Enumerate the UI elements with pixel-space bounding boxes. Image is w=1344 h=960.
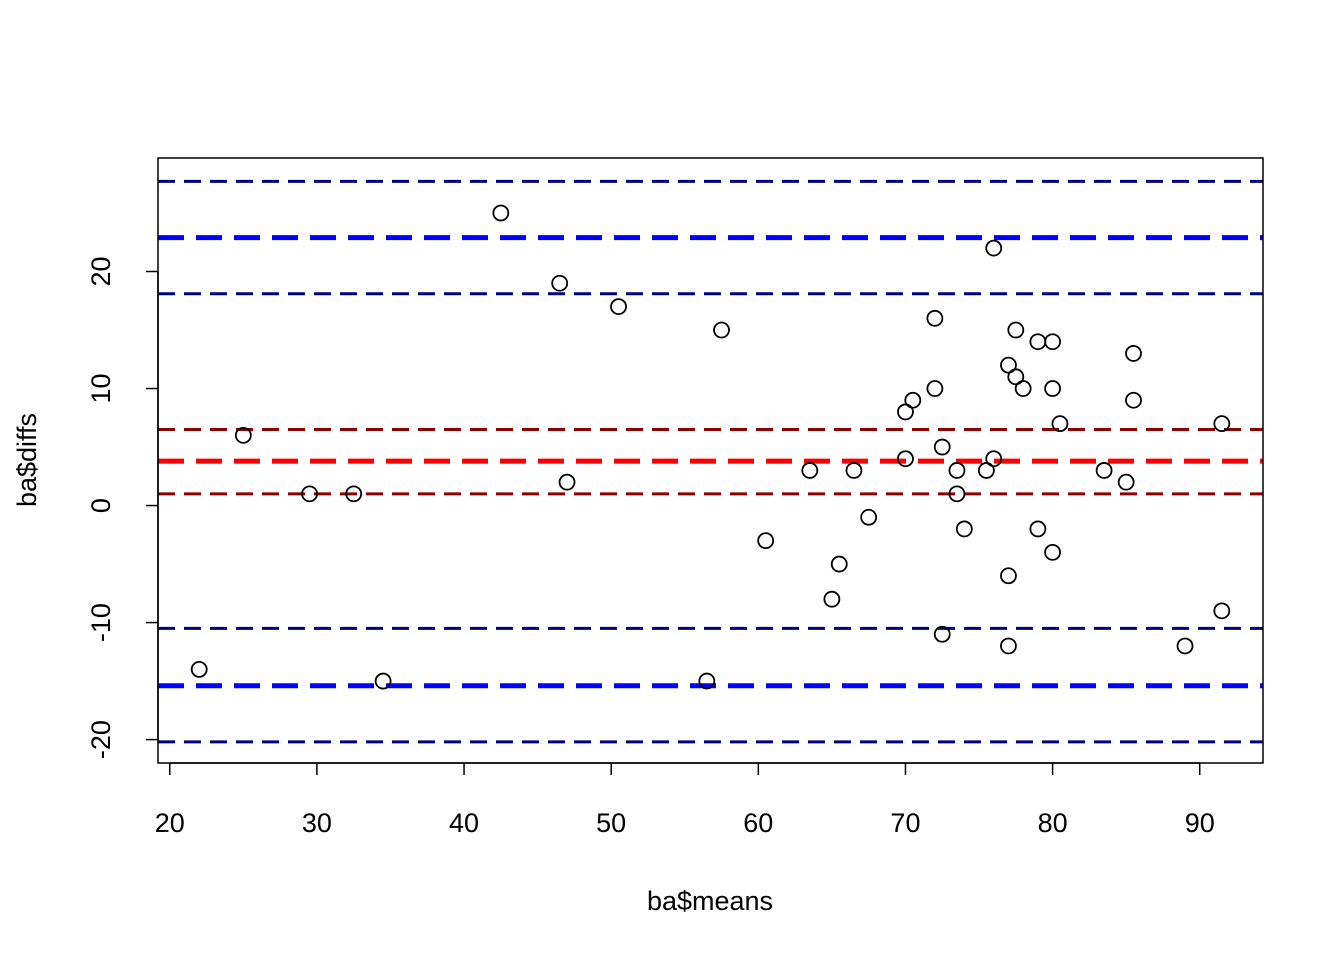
y-tick-label: 0 [86, 498, 116, 513]
data-point [1095, 462, 1113, 479]
data-point [904, 391, 922, 409]
data-point [948, 485, 966, 503]
data-point [757, 532, 775, 550]
x-axis-label: ba$means [647, 886, 773, 916]
data-point [1117, 473, 1135, 491]
y-axis-label: ba$diffs [12, 413, 42, 507]
data-point [845, 462, 863, 479]
data-point [948, 462, 966, 479]
data-point [1007, 321, 1025, 339]
x-tick-label: 60 [743, 808, 773, 838]
data-point [933, 625, 951, 643]
y-tick-label: 20 [86, 256, 116, 286]
data-point [955, 520, 973, 538]
data-point [933, 438, 951, 456]
data-point [1044, 333, 1061, 351]
y-tick-label: -10 [86, 603, 116, 642]
data-point [1007, 368, 1025, 386]
data-point [1000, 637, 1017, 655]
x-tick-label: 90 [1185, 808, 1215, 838]
data-point [301, 485, 318, 503]
y-axis: -20 -10 0 10 20 [86, 256, 159, 759]
x-tick-label: 70 [890, 808, 920, 838]
data-points [190, 204, 1231, 690]
x-tick-label: 50 [596, 808, 626, 838]
y-tick-label: 10 [86, 374, 116, 404]
data-point [897, 403, 914, 421]
data-point [830, 555, 848, 573]
data-point [1000, 356, 1017, 374]
data-point [823, 590, 841, 608]
data-point [1014, 380, 1032, 397]
data-point [1125, 391, 1142, 409]
y-tick-label: -20 [86, 720, 116, 759]
x-axis: 20 30 40 50 60 70 80 90 [155, 762, 1215, 838]
x-tick-label: 40 [449, 808, 479, 838]
data-point [985, 450, 1003, 468]
data-point [698, 672, 716, 690]
data-point [558, 473, 576, 491]
data-point [1213, 415, 1231, 433]
x-tick-label: 20 [155, 808, 185, 838]
data-point [926, 309, 944, 327]
data-point [1213, 602, 1231, 620]
reference-lines [158, 179, 1263, 744]
data-point [190, 660, 208, 678]
data-point [977, 462, 995, 479]
data-point [1051, 415, 1069, 433]
data-point [1125, 345, 1142, 362]
data-point [713, 321, 730, 339]
data-point [234, 426, 252, 444]
data-point [1000, 567, 1017, 585]
data-point [1176, 637, 1194, 655]
data-point [551, 274, 569, 292]
data-point [860, 508, 878, 526]
data-point [1044, 543, 1061, 561]
data-point [926, 380, 944, 397]
x-tick-label: 80 [1038, 808, 1068, 838]
data-point [985, 239, 1003, 257]
data-point [1029, 333, 1047, 351]
data-point [610, 298, 627, 316]
data-point [345, 485, 363, 503]
data-point [1029, 520, 1047, 538]
data-point [801, 462, 819, 479]
data-point [374, 672, 392, 690]
x-tick-label: 30 [302, 808, 332, 838]
data-point [897, 450, 914, 468]
data-point [1044, 380, 1061, 397]
data-point [492, 204, 510, 222]
